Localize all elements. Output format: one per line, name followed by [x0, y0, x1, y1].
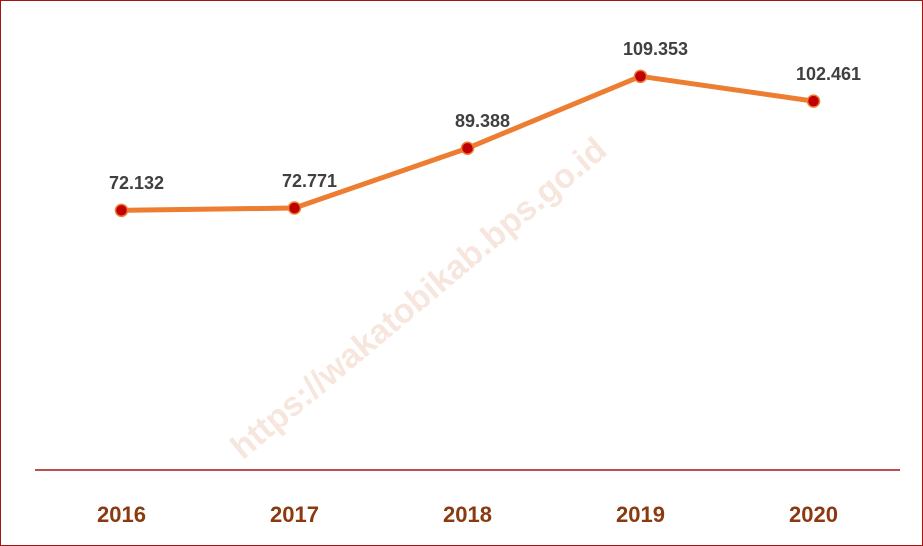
data-label: 72.771 [282, 171, 337, 191]
data-label: 72.132 [109, 173, 164, 193]
x-tick-label: 2016 [97, 502, 146, 527]
data-label: 109.353 [623, 39, 688, 59]
point [114, 203, 129, 218]
x-tick-label: 2017 [270, 502, 319, 527]
x-tick-label: 2020 [789, 502, 838, 527]
data-label: 102.461 [796, 64, 861, 84]
data-label: 89.388 [455, 111, 510, 131]
point [806, 94, 821, 108]
point [460, 141, 475, 155]
x-tick-label: 2018 [443, 502, 492, 527]
point [287, 201, 302, 215]
point [633, 69, 648, 84]
x-tick-label: 2019 [616, 502, 665, 527]
